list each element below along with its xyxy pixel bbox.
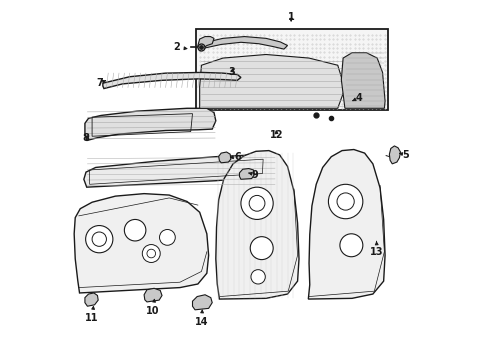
Circle shape — [339, 234, 362, 257]
Polygon shape — [239, 168, 254, 179]
Polygon shape — [196, 30, 387, 110]
Polygon shape — [218, 152, 230, 163]
Text: 10: 10 — [146, 299, 160, 316]
Polygon shape — [215, 150, 298, 299]
Text: 9: 9 — [248, 170, 258, 180]
Text: 5: 5 — [399, 150, 408, 160]
Text: 3: 3 — [228, 67, 235, 77]
Text: 11: 11 — [85, 306, 99, 323]
Text: 2: 2 — [173, 42, 186, 52]
Polygon shape — [144, 288, 162, 302]
Circle shape — [124, 220, 145, 241]
Text: 8: 8 — [82, 133, 89, 143]
Circle shape — [328, 184, 362, 219]
Text: 6: 6 — [230, 152, 240, 162]
Polygon shape — [341, 53, 384, 108]
Text: 13: 13 — [370, 241, 383, 257]
Text: 14: 14 — [194, 310, 208, 327]
Polygon shape — [308, 149, 384, 299]
Circle shape — [85, 226, 113, 253]
Polygon shape — [74, 194, 208, 293]
Text: 12: 12 — [269, 130, 283, 140]
Text: 4: 4 — [352, 93, 362, 103]
Polygon shape — [199, 54, 344, 108]
Polygon shape — [102, 72, 241, 89]
Polygon shape — [198, 37, 214, 51]
Circle shape — [241, 187, 273, 220]
Text: 7: 7 — [96, 78, 105, 88]
Polygon shape — [192, 295, 212, 310]
Polygon shape — [85, 293, 98, 306]
Polygon shape — [83, 154, 276, 187]
Circle shape — [250, 237, 273, 260]
Text: 1: 1 — [287, 12, 294, 22]
Polygon shape — [85, 108, 215, 140]
Polygon shape — [388, 146, 400, 164]
Circle shape — [159, 229, 175, 245]
Circle shape — [250, 270, 265, 284]
Polygon shape — [199, 37, 287, 49]
Circle shape — [142, 244, 160, 262]
